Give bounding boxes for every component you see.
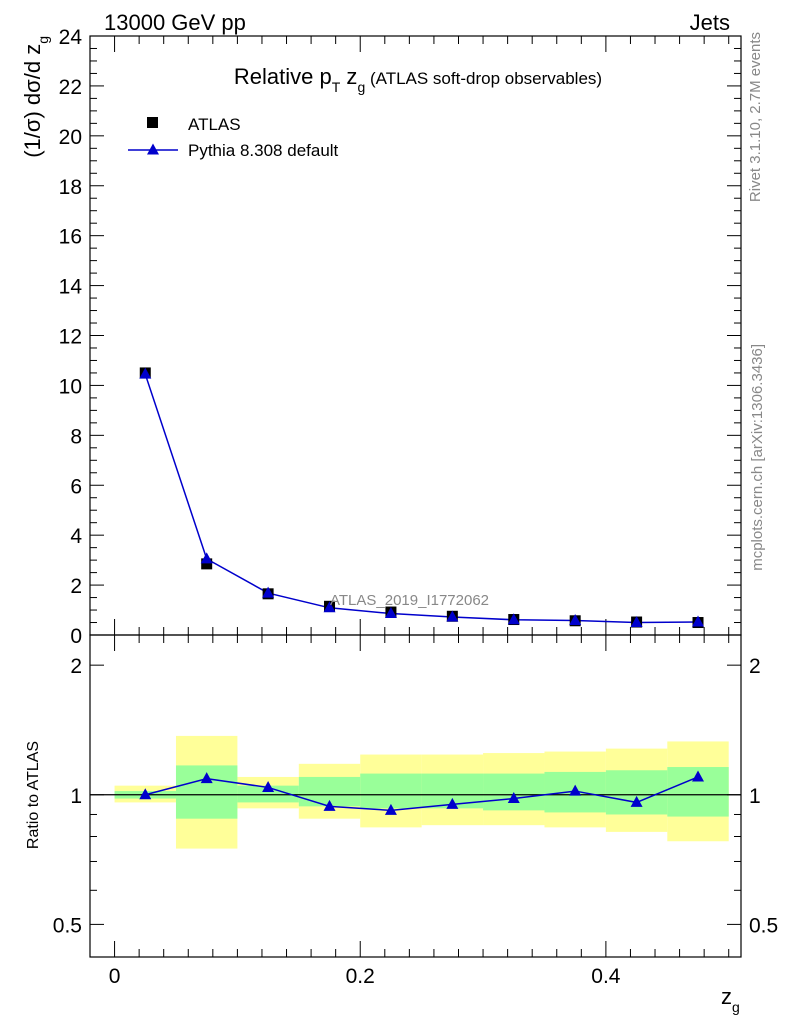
energy-label: 13000 GeV pp (104, 10, 246, 35)
pythia-point (630, 616, 643, 628)
rivet-label: Rivet 3.1.10, 2.7M events (747, 32, 764, 202)
pythia-point (384, 607, 397, 619)
pythia-point (200, 552, 213, 564)
main-y-tick-label: 4 (70, 525, 82, 548)
ratio-y-tick-label: 1 (70, 785, 82, 808)
pythia-line (144, 373, 699, 624)
ratio-pythia-line (145, 776, 699, 812)
ratio-y-tick-label: 2 (70, 655, 82, 678)
main-y-tick-label: 22 (59, 76, 82, 99)
main-y-axis-title: (1/σ) dσ/d zg (20, 36, 51, 158)
ratio-y-tick-label-right: 2 (749, 655, 761, 678)
ratio-y-tick-label: 0.5 (53, 914, 82, 937)
main-y-tick-label: 6 (70, 475, 82, 498)
legend: ATLAS Pythia 8.308 default (128, 115, 339, 160)
uncertainty-band-inner (360, 773, 422, 809)
main-y-tick-label: 8 (70, 425, 82, 448)
main-y-tick-label: 2 (70, 575, 82, 598)
ratio-pythia-point (446, 797, 459, 809)
watermark-label: ATLAS_2019_I1772062 (330, 592, 489, 609)
main-y-tick-label: 12 (59, 326, 82, 349)
jets-label: Jets (690, 10, 730, 35)
pythia-point (569, 614, 582, 626)
ratio-pythia-point (200, 772, 213, 784)
ratio-panel: 0.5 0.5 1 1 2 2 0 0.2 0.4 (53, 634, 778, 988)
main-y-tick-label: 14 (59, 276, 83, 299)
ratio-pythia-point (262, 780, 275, 792)
uncertainty-band-inner (605, 770, 668, 815)
uncertainty-band-inner (237, 785, 299, 803)
main-y-tick-label: 20 (59, 126, 82, 149)
main-y-tick-label: 18 (59, 176, 82, 199)
legend-pythia-label: Pythia 8.308 default (188, 141, 339, 160)
ratio-frame (89, 634, 742, 958)
ratio-pythia-point (569, 784, 582, 796)
legend-atlas-marker (147, 117, 158, 128)
ratio-pythia-point (630, 795, 643, 807)
ratio-y-axis-title: Ratio to ATLAS (25, 741, 42, 849)
legend-atlas-label: ATLAS (188, 115, 241, 134)
pythia-point (692, 615, 705, 627)
ratio-y-tick-label-right: 1 (749, 785, 761, 808)
main-y-tick-label: 0 (70, 625, 82, 648)
uncertainty-band-inner (483, 773, 545, 811)
main-y-tick-label: 10 (59, 375, 82, 398)
x-tick-label: 0.4 (591, 965, 621, 988)
pythia-point (446, 610, 459, 622)
ratio-y-tick-label-right: 0.5 (749, 914, 778, 937)
mcplots-label: mcplots.cern.ch [arXiv:1306.3436] (749, 344, 766, 571)
pythia-point (323, 601, 336, 613)
pythia-point (507, 613, 520, 625)
plot-title: Relative pT zg (ATLAS soft-drop observab… (234, 64, 602, 95)
main-y-tick-label: 24 (59, 26, 83, 49)
main-y-tick-label: 16 (59, 226, 82, 249)
ratio-pythia-point (507, 792, 520, 804)
ratio-pythia-point (692, 770, 705, 782)
legend-pythia-marker (147, 143, 159, 155)
ratio-pythia-point (139, 788, 152, 800)
ratio-pythia-point (323, 799, 336, 811)
x-tick-label: 0.2 (346, 965, 375, 988)
x-tick-label: 0 (109, 965, 121, 988)
x-axis-title: zg (721, 984, 740, 1015)
pythia-point (139, 367, 152, 379)
ratio-pythia-point (384, 803, 397, 815)
atlas-point (201, 558, 213, 570)
pythia-point (262, 586, 275, 598)
